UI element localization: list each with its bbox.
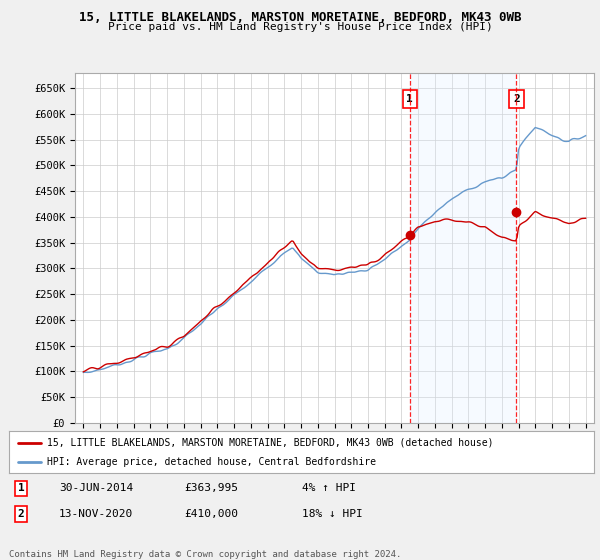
Text: Contains HM Land Registry data © Crown copyright and database right 2024.
This d: Contains HM Land Registry data © Crown c… (9, 550, 401, 560)
Text: 1: 1 (18, 483, 25, 493)
Text: HPI: Average price, detached house, Central Bedfordshire: HPI: Average price, detached house, Cent… (47, 457, 376, 467)
Text: 2: 2 (513, 94, 520, 104)
Text: 2: 2 (18, 509, 25, 519)
Text: 18% ↓ HPI: 18% ↓ HPI (302, 509, 362, 519)
Text: 30-JUN-2014: 30-JUN-2014 (59, 483, 133, 493)
Text: 15, LITTLE BLAKELANDS, MARSTON MORETAINE, BEDFORD, MK43 0WB (detached house): 15, LITTLE BLAKELANDS, MARSTON MORETAINE… (47, 437, 494, 447)
Text: 4% ↑ HPI: 4% ↑ HPI (302, 483, 355, 493)
Text: Price paid vs. HM Land Registry's House Price Index (HPI): Price paid vs. HM Land Registry's House … (107, 22, 493, 32)
Text: 13-NOV-2020: 13-NOV-2020 (59, 509, 133, 519)
Text: £363,995: £363,995 (185, 483, 239, 493)
Bar (410, 73, 517, 423)
Text: 1: 1 (406, 94, 413, 104)
Text: 15, LITTLE BLAKELANDS, MARSTON MORETAINE, BEDFORD, MK43 0WB: 15, LITTLE BLAKELANDS, MARSTON MORETAINE… (79, 11, 521, 24)
Text: £410,000: £410,000 (185, 509, 239, 519)
